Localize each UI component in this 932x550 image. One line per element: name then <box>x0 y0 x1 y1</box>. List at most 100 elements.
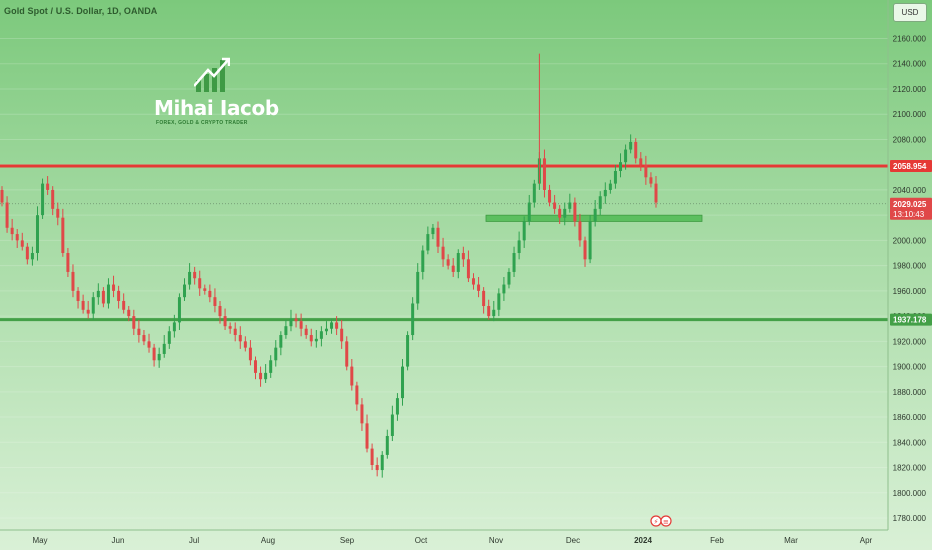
candle[interactable] <box>162 335 166 358</box>
candle[interactable] <box>314 329 318 348</box>
candle[interactable] <box>309 328 313 347</box>
candle[interactable] <box>319 326 323 347</box>
candle[interactable] <box>253 356 257 380</box>
candle[interactable] <box>248 340 252 366</box>
candle[interactable] <box>355 381 359 411</box>
candle[interactable] <box>203 284 207 295</box>
candle[interactable] <box>553 194 557 214</box>
candle[interactable] <box>446 254 450 270</box>
candle[interactable] <box>619 153 623 178</box>
candle[interactable] <box>639 152 643 171</box>
candle[interactable] <box>578 213 582 247</box>
candle[interactable] <box>390 405 394 442</box>
candle[interactable] <box>61 208 65 257</box>
candle[interactable] <box>573 197 577 227</box>
candle[interactable] <box>330 318 334 334</box>
candle[interactable] <box>284 319 288 339</box>
candle[interactable] <box>588 215 592 264</box>
candle[interactable] <box>259 366 263 387</box>
candle[interactable] <box>193 266 197 285</box>
candle[interactable] <box>456 249 460 279</box>
candle[interactable] <box>482 287 486 314</box>
candle[interactable] <box>492 300 496 322</box>
candle[interactable] <box>512 246 516 277</box>
candle[interactable] <box>350 359 354 391</box>
candle[interactable] <box>188 263 192 290</box>
candle[interactable] <box>324 321 328 336</box>
candle[interactable] <box>96 283 100 305</box>
candle[interactable] <box>461 246 465 267</box>
candle[interactable] <box>583 236 587 267</box>
candle[interactable] <box>598 191 602 216</box>
candle[interactable] <box>228 322 232 334</box>
candle[interactable] <box>527 194 531 226</box>
candle[interactable] <box>431 223 435 240</box>
candle[interactable] <box>466 250 470 283</box>
candle[interactable] <box>294 313 298 328</box>
candle[interactable] <box>360 398 364 431</box>
candle[interactable] <box>477 276 481 298</box>
candle[interactable] <box>86 300 90 319</box>
candle[interactable] <box>51 186 55 216</box>
candle[interactable] <box>558 205 562 224</box>
candle[interactable] <box>507 268 511 289</box>
candle[interactable] <box>370 443 374 471</box>
candle[interactable] <box>157 347 161 368</box>
candle[interactable] <box>183 278 187 301</box>
candle[interactable] <box>71 264 75 298</box>
candle[interactable] <box>406 331 410 371</box>
candle[interactable] <box>416 263 420 310</box>
event-markers[interactable]: ⚡ ≡ <box>650 515 672 527</box>
candle[interactable] <box>142 329 146 346</box>
candle[interactable] <box>487 299 491 320</box>
candle[interactable] <box>106 278 110 309</box>
candle[interactable] <box>56 202 60 226</box>
symbol-title[interactable]: Gold Spot / U.S. Dollar, 1D, OANDA <box>4 6 158 16</box>
candle[interactable] <box>421 245 425 280</box>
candle[interactable] <box>365 414 369 453</box>
candle[interactable] <box>15 229 19 248</box>
candle[interactable] <box>122 293 126 314</box>
candle[interactable] <box>603 182 607 204</box>
candle[interactable] <box>441 237 445 267</box>
candle[interactable] <box>299 313 303 337</box>
candle[interactable] <box>542 149 546 198</box>
candle[interactable] <box>345 336 349 371</box>
candle[interactable] <box>243 336 247 352</box>
candle[interactable] <box>380 451 384 478</box>
candle[interactable] <box>568 193 572 213</box>
candle[interactable] <box>340 319 344 349</box>
candle[interactable] <box>608 179 612 194</box>
candle[interactable] <box>127 306 131 322</box>
candle[interactable] <box>218 300 222 324</box>
candle[interactable] <box>177 293 181 330</box>
candle[interactable] <box>81 294 85 314</box>
candle[interactable] <box>223 308 227 330</box>
candle[interactable] <box>497 288 501 317</box>
candle[interactable] <box>30 246 34 266</box>
candle[interactable] <box>269 355 273 378</box>
candle[interactable] <box>172 314 176 338</box>
candle[interactable] <box>41 178 45 219</box>
resistance-price-tag[interactable]: 2058.954 <box>890 160 932 173</box>
candle[interactable] <box>213 288 217 313</box>
candle[interactable] <box>593 200 597 227</box>
candle[interactable] <box>411 297 415 341</box>
candle[interactable] <box>117 285 121 309</box>
candle[interactable] <box>91 292 95 320</box>
candle[interactable] <box>649 172 653 188</box>
candle[interactable] <box>654 176 658 208</box>
candle[interactable] <box>451 258 455 277</box>
candle[interactable] <box>335 316 339 336</box>
candle[interactable] <box>46 176 50 195</box>
candle[interactable] <box>20 232 24 251</box>
candle[interactable] <box>66 247 70 277</box>
candle[interactable] <box>76 287 80 309</box>
news-event-icon[interactable] <box>660 515 672 527</box>
candle[interactable] <box>137 319 141 343</box>
candle[interactable] <box>233 322 237 342</box>
candle[interactable] <box>395 393 399 421</box>
candle[interactable] <box>147 333 151 353</box>
candle[interactable] <box>112 275 116 298</box>
